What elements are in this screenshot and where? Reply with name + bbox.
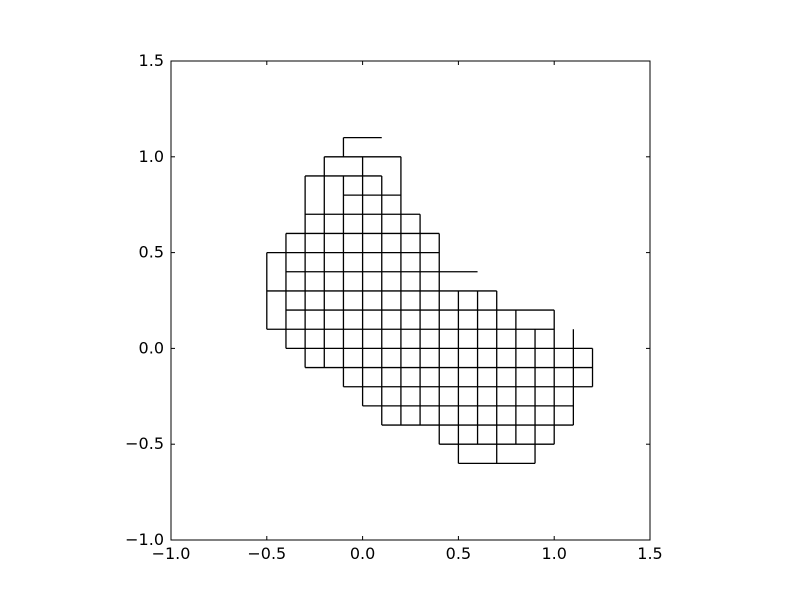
y-axis-ticks: −1.0 −0.5 0.0 0.5 1.0 1.5 [125, 51, 650, 549]
axes-frame [170, 60, 651, 541]
y-tick-label: 1.5 [139, 51, 164, 70]
y-tick-label: 0.5 [139, 243, 164, 262]
x-tick-label: 1.5 [637, 544, 662, 563]
plot-lines [266, 136, 594, 465]
y-tick-label: 0.0 [139, 338, 164, 357]
x-tick-label: 0.5 [446, 544, 471, 563]
y-tick-label: 1.0 [139, 147, 164, 166]
x-tick-label: −1.0 [152, 544, 191, 563]
x-tick-label: −0.5 [247, 544, 286, 563]
x-axis-ticks: −1.0 −0.5 0.0 0.5 1.0 1.5 [152, 61, 663, 563]
x-tick-label: 0.0 [350, 544, 375, 563]
x-tick-label: 1.0 [541, 544, 566, 563]
y-tick-label: −0.5 [125, 434, 164, 453]
y-tick-label: −1.0 [125, 530, 164, 549]
